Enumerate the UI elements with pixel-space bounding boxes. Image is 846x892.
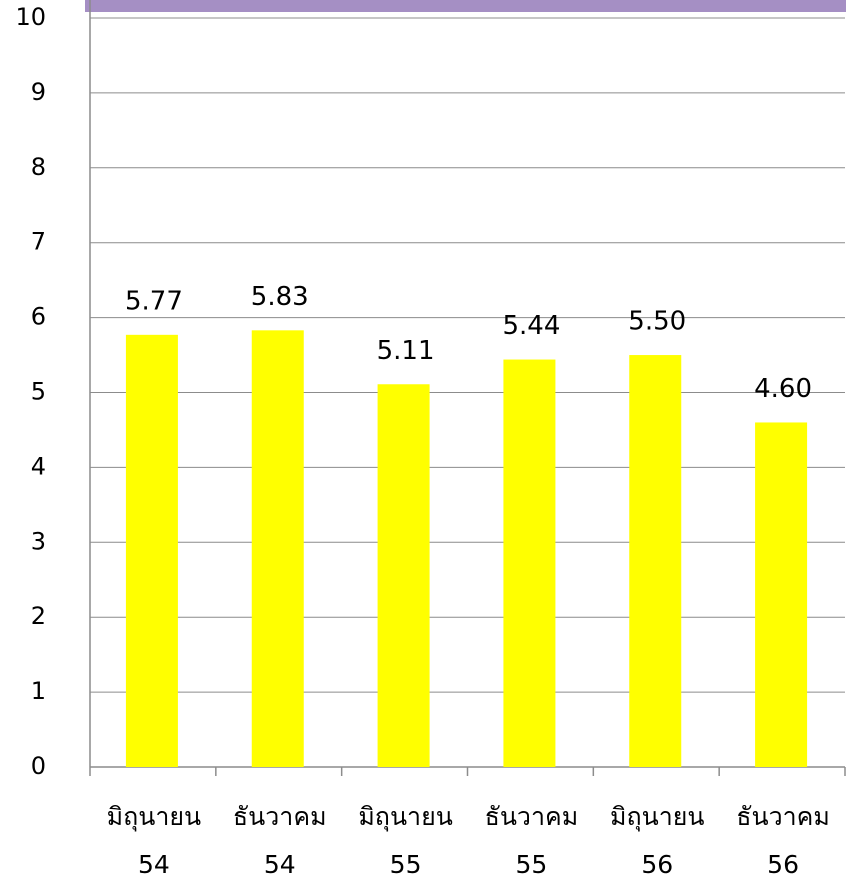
bar (125, 334, 178, 767)
value-label: 5.83 (251, 282, 309, 312)
bar (629, 355, 682, 767)
bar (755, 422, 808, 767)
y-tick-label: 8 (31, 153, 46, 181)
x-tick-label: มิถุนายน 54 (106, 802, 202, 879)
header-band (85, 0, 846, 12)
value-label: 5.50 (628, 307, 686, 337)
y-tick-label: 2 (31, 602, 46, 630)
y-tick-label: 5 (31, 378, 46, 406)
x-tick-label: ธันวาคม 55 (484, 802, 579, 879)
bar (377, 384, 430, 767)
x-tick-label: มิถุนายน 55 (358, 802, 453, 879)
y-tick-label: 9 (31, 78, 46, 106)
x-tick-label: มิถุนายน 56 (610, 802, 705, 879)
value-label: 5.77 (125, 286, 183, 316)
x-tick-label: ธันวาคม 56 (736, 802, 830, 879)
y-tick-label: 0 (31, 752, 46, 780)
bar (503, 359, 556, 767)
value-label: 5.11 (377, 336, 435, 366)
y-tick-label: 3 (31, 527, 46, 555)
y-tick-label: 7 (31, 228, 46, 256)
value-label: 5.44 (502, 311, 560, 341)
y-tick-label: 4 (31, 452, 46, 480)
y-tick-label: 1 (31, 677, 46, 705)
bar (251, 330, 304, 767)
x-tick-label: ธันวาคม 54 (232, 802, 327, 879)
y-tick-label: 10 (15, 3, 46, 31)
y-tick-label: 6 (31, 303, 46, 331)
value-label: 4.60 (754, 374, 812, 404)
